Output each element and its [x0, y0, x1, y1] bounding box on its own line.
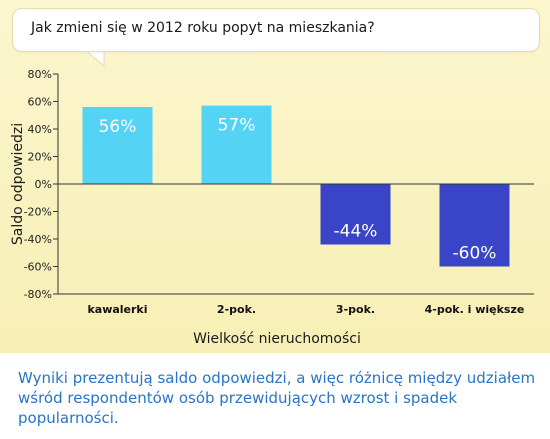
data-label: 57%: [218, 116, 256, 136]
x-tick-label: 2-pok.: [217, 303, 256, 316]
y-tick-label: 0%: [35, 178, 52, 191]
y-tick-label: -20%: [24, 206, 52, 219]
y-tick-label: 60%: [28, 96, 52, 109]
y-tick-label: 80%: [28, 68, 52, 81]
x-tick-label: 4-pok. i większe: [425, 303, 525, 316]
x-tick-label: 3-pok.: [336, 303, 375, 316]
y-tick-label: -80%: [24, 288, 52, 301]
y-axis-label: Saldo odpowiedzi: [10, 123, 26, 245]
x-axis-label: Wielkość nieruchomości: [193, 331, 361, 347]
data-label: 56%: [99, 117, 137, 137]
question-bubble: Jak zmieni się w 2012 roku popyt na mies…: [12, 8, 540, 52]
caption-text: Wyniki prezentują saldo odpowiedzi, a wi…: [18, 369, 536, 427]
x-axis-ticks: kawalerki 2-pok. 3-pok. 4-pok. i większe: [87, 303, 524, 316]
question-title: Jak zmieni się w 2012 roku popyt na mies…: [31, 20, 375, 36]
bar-chart: 80% 60% 40% 20% 0% -20% -40% -60% -80% 56% 57% -44…: [10, 68, 534, 347]
data-label: -44%: [334, 222, 378, 242]
bar-4: [439, 184, 510, 267]
y-tick-label: -40%: [24, 233, 52, 246]
y-tick-label: 40%: [28, 123, 52, 136]
y-axis-ticks: 80% 60% 40% 20% 0% -20% -40% -60% -80%: [24, 68, 58, 301]
data-label: -60%: [453, 244, 497, 264]
bar-2: [201, 105, 272, 184]
bars: 56% 57% -44% -60%: [82, 105, 510, 267]
x-tick-label: kawalerki: [87, 303, 147, 316]
y-tick-label: -60%: [24, 261, 52, 274]
axes: [57, 74, 534, 295]
bar-1: [82, 107, 153, 184]
bar-3: [320, 184, 391, 245]
y-tick-label: 20%: [28, 151, 52, 164]
